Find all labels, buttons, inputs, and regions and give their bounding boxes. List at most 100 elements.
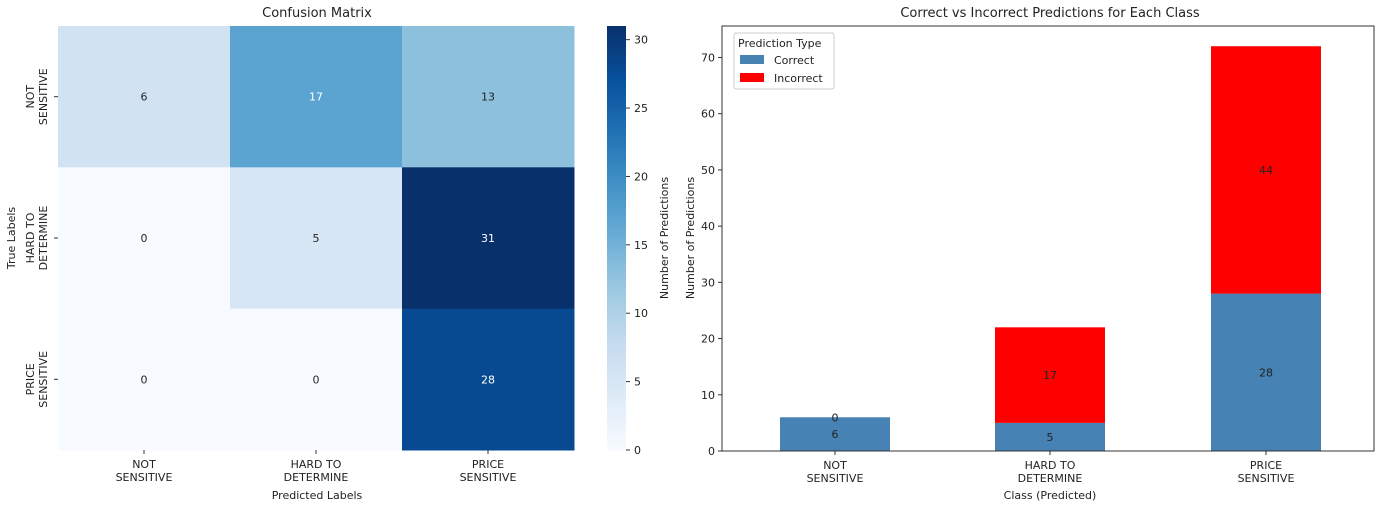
y-tick-label: 0 bbox=[708, 445, 715, 458]
axes-frame bbox=[721, 25, 1375, 452]
heatmap-cell bbox=[230, 167, 403, 310]
legend-swatch-correct bbox=[740, 55, 764, 64]
colorbar-segment bbox=[607, 221, 626, 226]
colorbar-segment bbox=[607, 403, 626, 409]
heatmap-xlabel: Predicted Labels bbox=[272, 489, 363, 502]
colorbar-segment bbox=[607, 187, 626, 192]
colorbar-segment bbox=[607, 318, 626, 324]
bar-value-label: 6 bbox=[832, 428, 839, 441]
colorbar-segment bbox=[607, 437, 626, 443]
cell-value: 31 bbox=[481, 232, 495, 245]
x-tick-label: PRICE bbox=[472, 458, 504, 471]
colorbar-segment bbox=[607, 136, 626, 142]
colorbar-segment bbox=[607, 310, 626, 315]
colorbar-segment bbox=[607, 123, 626, 129]
colorbar-segment bbox=[607, 144, 626, 150]
heatmap-cell bbox=[402, 308, 575, 451]
colorbar-segment bbox=[607, 229, 626, 235]
colorbar-segment bbox=[607, 301, 626, 307]
x-tick-label: NOT bbox=[132, 458, 156, 471]
colorbar-segment bbox=[607, 102, 626, 108]
heatmap-cell bbox=[58, 26, 231, 168]
y-tick-label: SENSITIVE bbox=[37, 68, 50, 125]
bar-incorrect bbox=[1211, 46, 1321, 294]
colorbar-segment bbox=[607, 64, 626, 69]
colorbar-segment bbox=[607, 259, 626, 265]
colorbar-segment bbox=[607, 59, 626, 65]
y-tick-label: 20 bbox=[701, 333, 715, 346]
y-tick-label: 70 bbox=[701, 51, 715, 64]
colorbar-segment bbox=[607, 174, 626, 180]
colorbar-segment bbox=[607, 89, 626, 95]
cell-value: 6 bbox=[141, 91, 148, 104]
y-tick-label: 10 bbox=[701, 389, 715, 402]
y-tick-label: HARD TO bbox=[24, 212, 37, 263]
colorbar-segment bbox=[607, 314, 626, 320]
colorbar-segment bbox=[607, 263, 626, 269]
colorbar-segment bbox=[607, 157, 626, 163]
cell-value: 0 bbox=[313, 373, 320, 386]
y-tick-label: 40 bbox=[701, 220, 715, 233]
colorbar-segment bbox=[607, 348, 626, 354]
colorbar-segment bbox=[607, 433, 626, 438]
colorbar-segment bbox=[607, 106, 626, 112]
heatmap-ylabel: True Labels bbox=[5, 207, 18, 271]
colorbar-segment bbox=[607, 199, 626, 205]
colorbar-segment bbox=[607, 178, 626, 184]
stacked-bar-chart: Correct vs Incorrect Predictions for Eac… bbox=[684, 6, 1375, 502]
colorbar-segment bbox=[607, 416, 626, 421]
colorbar-segment bbox=[607, 369, 626, 375]
colorbar-tick-label: 0 bbox=[634, 444, 641, 457]
heatmap-cell bbox=[402, 167, 575, 310]
x-tick-label: DETERMINE bbox=[1018, 472, 1083, 485]
bar-title: Correct vs Incorrect Predictions for Eac… bbox=[900, 6, 1200, 21]
colorbar-segment bbox=[607, 386, 626, 392]
bar-value-label: 5 bbox=[1047, 431, 1054, 444]
colorbar-segment bbox=[607, 165, 626, 171]
cell-value: 13 bbox=[481, 91, 495, 104]
bar-value-label: 44 bbox=[1259, 164, 1273, 177]
x-tick-label: SENSITIVE bbox=[807, 472, 864, 485]
x-tick-label: HARD TO bbox=[1025, 459, 1076, 472]
colorbar-segment bbox=[607, 212, 626, 218]
x-tick-label: HARD TO bbox=[291, 458, 342, 471]
colorbar-segment bbox=[607, 360, 626, 366]
colorbar-segment bbox=[607, 394, 626, 400]
y-tick-label: NOT bbox=[24, 85, 37, 109]
colorbar-segment bbox=[607, 42, 626, 48]
bar-ylabel: Number of Predictions bbox=[684, 177, 697, 299]
colorbar-tick-label: 30 bbox=[634, 34, 648, 47]
colorbar-segment bbox=[607, 280, 626, 286]
colorbar-segment bbox=[607, 81, 626, 86]
colorbar-segment bbox=[607, 148, 626, 154]
colorbar-segment bbox=[607, 297, 626, 303]
colorbar-tick-label: 5 bbox=[634, 376, 641, 389]
x-tick-label: DETERMINE bbox=[284, 471, 349, 484]
colorbar-segment bbox=[607, 85, 626, 91]
bar-value-label: 17 bbox=[1043, 369, 1057, 382]
colorbar-tick-label: 10 bbox=[634, 307, 648, 320]
bar-incorrect bbox=[995, 327, 1105, 423]
colorbar-segment bbox=[607, 339, 626, 345]
bar-value-label: 28 bbox=[1259, 366, 1273, 379]
heatmap-cell bbox=[58, 308, 231, 451]
colorbar-segment bbox=[607, 390, 626, 396]
colorbar-segment bbox=[607, 115, 626, 120]
colorbar-segment bbox=[607, 365, 626, 371]
colorbar-segment bbox=[607, 34, 626, 40]
colorbar-segment bbox=[607, 428, 626, 434]
colorbar-segment bbox=[607, 271, 626, 277]
colorbar-segment bbox=[607, 344, 626, 349]
colorbar-segment bbox=[607, 161, 626, 167]
colorbar-segment bbox=[607, 254, 626, 260]
colorbar-segment bbox=[607, 93, 626, 99]
cell-value: 0 bbox=[141, 373, 148, 386]
colorbar-segment bbox=[607, 191, 626, 197]
colorbar-segment bbox=[607, 305, 626, 311]
colorbar-segment bbox=[607, 441, 626, 447]
colorbar-segment bbox=[607, 208, 626, 214]
colorbar-segment bbox=[607, 153, 626, 159]
colorbar-segment bbox=[607, 182, 626, 188]
colorbar-segment bbox=[607, 238, 626, 243]
